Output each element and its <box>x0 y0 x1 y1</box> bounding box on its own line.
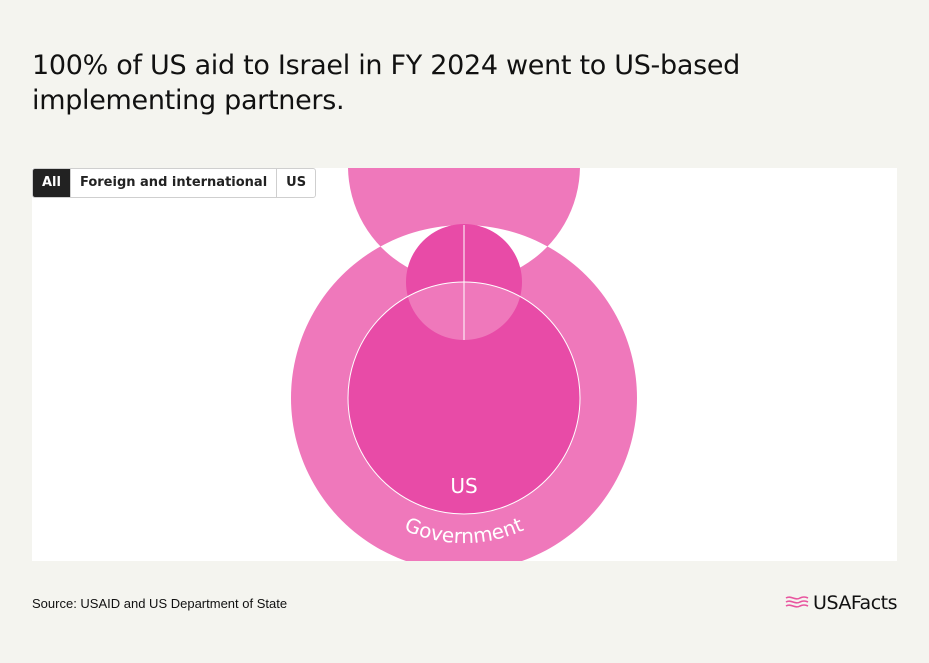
filter-tabs: All Foreign and international US <box>32 168 317 198</box>
brand-name: USAFacts <box>813 592 897 614</box>
inner-ring-label: US <box>450 474 477 498</box>
ring-boundary <box>347 281 581 515</box>
tab-all[interactable]: All <box>33 169 71 197</box>
chart-panel: US Government All Foreign and internatio… <box>32 168 897 561</box>
flag-icon <box>785 596 809 608</box>
source-note: Source: USAID and US Department of State <box>32 596 288 611</box>
inner-ring-slice[interactable] <box>347 224 580 515</box>
page-title: 100% of US aid to Israel in FY 2024 went… <box>32 50 740 116</box>
usafacts-logo: USAFacts <box>785 592 897 614</box>
tab-us[interactable]: US <box>286 175 307 190</box>
tab-foreign-and-international[interactable]: Foreign and international <box>71 169 278 197</box>
sunburst-chart: US Government <box>290 168 637 561</box>
